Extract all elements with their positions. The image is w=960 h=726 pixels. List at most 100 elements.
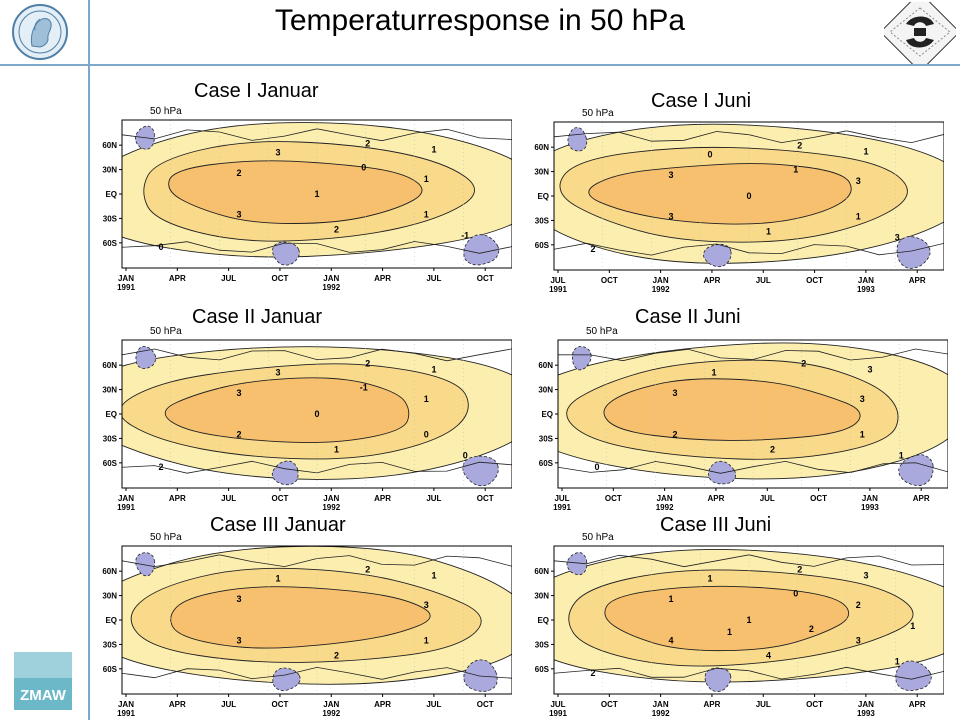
time-tick-year: 1991	[553, 503, 571, 512]
time-tick-month: JAN	[323, 494, 339, 503]
time-tick-month: OCT	[601, 700, 618, 709]
contour-value-label: 2	[236, 430, 241, 440]
svg-text:ZMAW: ZMAW	[20, 687, 67, 704]
time-tick-month: JUL	[426, 700, 441, 709]
lat-tick-label: 30N	[102, 386, 117, 395]
time-tick-month: JUL	[756, 276, 771, 285]
contour-value-label: 1	[424, 174, 429, 184]
time-tick-month: APR	[909, 276, 926, 285]
zero-contour-line	[122, 348, 512, 362]
max-planck-logo	[12, 4, 68, 60]
time-tick-month: JUL	[221, 274, 236, 283]
time-tick-month: OCT	[477, 700, 494, 709]
time-tick-month: JAN	[657, 494, 673, 503]
time-tick-year: 1991	[549, 285, 567, 294]
contour-value-label: 2	[797, 141, 802, 151]
contour-value-label: 3	[860, 394, 865, 404]
time-tick-month: JAN	[858, 276, 874, 285]
contour-value-label: 0	[463, 450, 468, 460]
contour-plot-svg: 50 hPa3213121020-1060N30NEQ30S60SJAN1991…	[102, 326, 512, 512]
time-tick-year: 1991	[117, 503, 135, 512]
pressure-level-label: 50 hPa	[150, 106, 182, 117]
lat-tick-label: 60N	[538, 361, 553, 370]
contour-band-3	[170, 586, 431, 649]
contour-band-3	[168, 160, 423, 224]
contour-value-label: 3	[863, 571, 868, 581]
lat-tick-label: 30S	[539, 434, 554, 443]
time-tick-month: JUL	[221, 700, 236, 709]
contour-value-label: 2	[856, 600, 861, 610]
lat-tick-label: 30S	[103, 214, 118, 223]
time-tick-month: APR	[374, 700, 391, 709]
time-tick-month: APR	[374, 274, 391, 283]
lat-tick-label: 60S	[103, 459, 118, 468]
lat-tick-label: 60S	[535, 665, 550, 674]
lat-tick-label: EQ	[541, 410, 553, 419]
time-tick-month: JUL	[760, 494, 775, 503]
time-tick-month: JAN	[323, 274, 339, 283]
header-rule	[0, 64, 960, 66]
zero-contour-line	[554, 242, 944, 256]
contour-value-label: 1	[431, 571, 436, 581]
time-tick-month: JUL	[756, 700, 771, 709]
contour-value-label: 1	[895, 656, 900, 666]
lat-tick-label: 30S	[535, 640, 550, 649]
contour-value-label: 2	[590, 668, 595, 678]
lat-tick-label: 60N	[102, 361, 117, 370]
lat-tick-label: 30N	[534, 168, 549, 177]
lat-tick-label: 30S	[103, 434, 118, 443]
contour-value-label: 3	[856, 176, 861, 186]
contour-plot-svg: 50 hPa321213210-10160N30NEQ30S60SJAN1991…	[102, 106, 512, 292]
contour-value-label: 2	[809, 624, 814, 634]
time-tick-month: OCT	[477, 494, 494, 503]
negative-anomaly-patch	[704, 667, 732, 692]
panel-label-case-ii-januar: Case II Januar	[192, 306, 323, 328]
contour-value-label: 1	[334, 444, 339, 454]
time-tick-year: 1992	[652, 709, 670, 718]
contour-band-3	[603, 378, 861, 441]
contour-value-label: 3	[236, 210, 241, 220]
lat-tick-label: 30N	[538, 386, 553, 395]
lat-tick-label: 30S	[103, 640, 118, 649]
pressure-level-label: 50 hPa	[582, 108, 614, 119]
time-tick-year: 1991	[117, 709, 135, 718]
lat-tick-label: 60N	[534, 567, 549, 576]
negative-anomaly-patch	[462, 455, 499, 487]
negative-anomaly-patch	[271, 460, 299, 486]
contour-value-label: 1	[910, 621, 915, 631]
negative-anomaly-patch	[572, 346, 592, 371]
slide-title: Temperaturresponse in 50 hPa	[274, 4, 686, 37]
lat-tick-label: EQ	[105, 410, 117, 419]
contour-band-3	[588, 163, 852, 225]
time-tick-month: OCT	[605, 494, 622, 503]
time-tick-month: APR	[704, 700, 721, 709]
contour-plot-svg: 50 hPa02133311231060N30NEQ30S60SJUL1991O…	[534, 108, 944, 294]
contour-panel-case-iii-januar: 50 hPa 1 2 1 3 3 3 2 1 60N 30N EQ 30S 60S JAN 1991 APR JU…	[92, 526, 512, 726]
contour-value-label: 3	[236, 636, 241, 646]
contour-value-label: -1	[461, 230, 469, 240]
negative-anomaly-patch	[896, 236, 931, 269]
lat-tick-label: 30N	[534, 592, 549, 601]
time-tick-month: JAN	[118, 494, 134, 503]
zero-contour-line	[558, 460, 948, 474]
contour-value-label: 4	[668, 636, 673, 646]
panel-label-case-iii-januar: Case III Januar	[210, 514, 346, 536]
contour-value-label: 2	[672, 430, 677, 440]
contour-panel-case-ii-juni: 50 hPa 1 2 3 3 3 2 2 1 0 1 60N 30N EQ 30S 60S JUL 1991 OCT…	[528, 320, 948, 520]
time-tick-month: APR	[913, 494, 930, 503]
contour-value-label: 0	[594, 462, 599, 472]
contour-value-label: 1	[431, 365, 436, 375]
time-tick-month: APR	[169, 494, 186, 503]
contour-value-label: 1	[424, 394, 429, 404]
contour-value-label: 1	[856, 212, 861, 222]
contour-value-label: 3	[668, 170, 673, 180]
time-tick-year: 1993	[857, 709, 875, 718]
contour-value-label: 4	[766, 650, 771, 660]
contour-value-label: 1	[668, 594, 673, 604]
contour-value-label: 2	[334, 650, 339, 660]
contour-value-label: 3	[275, 368, 280, 378]
contour-value-label: 1	[727, 627, 732, 637]
time-tick-month: JAN	[858, 700, 874, 709]
institute-logo	[884, 2, 956, 64]
